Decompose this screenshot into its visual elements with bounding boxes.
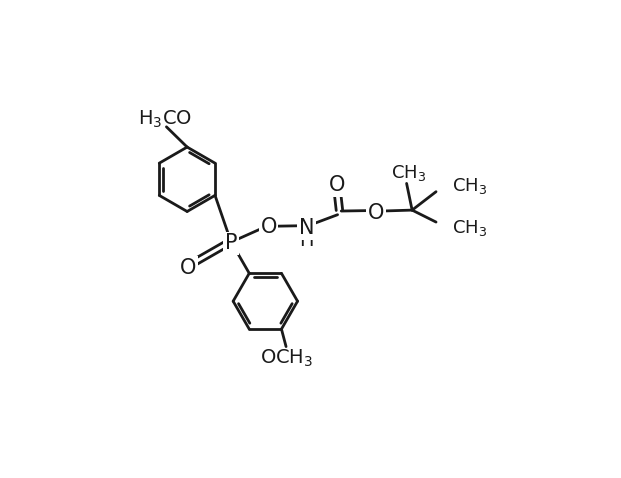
Text: CH$_3$: CH$_3$ xyxy=(452,176,487,196)
Text: OCH$_3$: OCH$_3$ xyxy=(260,348,314,369)
Text: O: O xyxy=(180,258,197,278)
Text: CH$_3$: CH$_3$ xyxy=(452,217,487,238)
Text: H$_3$CO: H$_3$CO xyxy=(138,109,192,130)
Text: N: N xyxy=(299,218,314,238)
Text: CH$_3$: CH$_3$ xyxy=(391,163,427,183)
Text: P: P xyxy=(225,233,237,253)
Text: O: O xyxy=(329,175,345,196)
Text: H: H xyxy=(299,231,314,250)
Text: O: O xyxy=(368,203,384,223)
Text: O: O xyxy=(260,217,277,237)
